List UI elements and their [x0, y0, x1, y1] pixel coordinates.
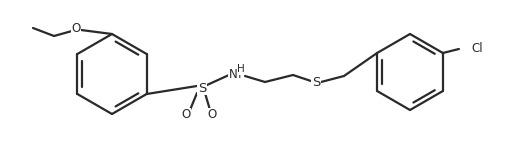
Text: N: N — [229, 69, 238, 81]
Text: O: O — [181, 108, 190, 122]
Text: H: H — [233, 70, 241, 80]
Text: O: O — [207, 108, 216, 122]
Text: Cl: Cl — [471, 42, 482, 54]
Text: H: H — [237, 64, 245, 74]
Text: O: O — [71, 21, 80, 34]
Text: S: S — [198, 81, 206, 94]
Text: S: S — [312, 76, 320, 90]
